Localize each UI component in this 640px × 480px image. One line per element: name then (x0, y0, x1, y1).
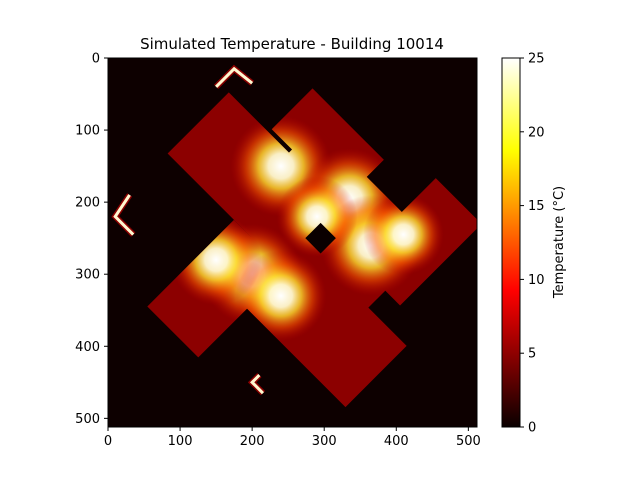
colorbar-ticks: 0 5 10 15 20 25 (520, 52, 545, 436)
chart-title: Simulated Temperature - Building 10014 (140, 35, 444, 53)
colorbar: 0 5 10 15 20 25 Temperature (°C) (501, 52, 567, 436)
hotspots (170, 115, 444, 342)
x-tick-label: 300 (312, 434, 337, 449)
y-tick-label: 500 (75, 412, 100, 427)
x-axis: 0 100 200 300 400 500 (104, 427, 481, 449)
colorbar-tick-label: 10 (528, 273, 545, 288)
colorbar-tick-label: 0 (528, 421, 536, 436)
x-tick-label: 200 (240, 434, 265, 449)
y-tick-label: 200 (75, 196, 100, 211)
y-axis: 0 100 200 300 400 500 (75, 52, 108, 427)
x-tick-label: 0 (104, 434, 112, 449)
colorbar-tick-label: 5 (528, 347, 536, 362)
y-tick-label: 0 (92, 52, 100, 67)
colorbar-tick-label: 25 (528, 52, 545, 67)
plot-frame (107, 57, 478, 428)
colorbar-tick-label: 20 (528, 125, 545, 140)
x-tick-label: 100 (168, 434, 193, 449)
x-tick-label: 400 (384, 434, 409, 449)
wall-segment-core-1 (215, 66, 254, 88)
y-tick-label: 100 (75, 124, 100, 139)
colorbar-tick-label: 15 (528, 199, 545, 214)
wall-segment-core-2 (113, 194, 135, 236)
x-tick-label: 500 (456, 434, 481, 449)
y-tick-label: 300 (75, 268, 100, 283)
colorbar-fill (502, 58, 520, 427)
wall-segment-core-3 (250, 374, 265, 395)
wall-segments (111, 64, 266, 396)
hotspot-6 (363, 194, 444, 275)
plot-area (108, 58, 477, 427)
y-tick-label: 400 (75, 340, 100, 355)
colorbar-frame (501, 57, 521, 428)
hotspot-8 (276, 176, 358, 257)
colorbar-label: Temperature (°C) (552, 186, 567, 299)
